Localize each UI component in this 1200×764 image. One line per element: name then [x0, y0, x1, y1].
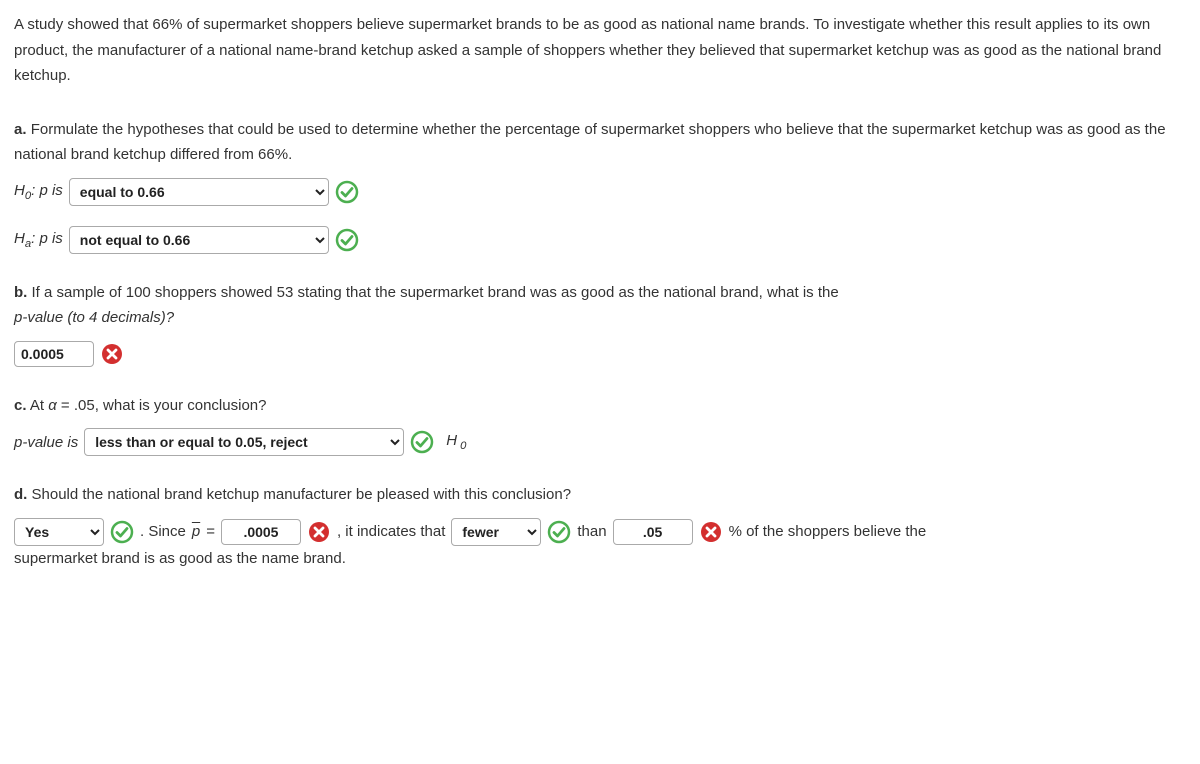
part-d-line2: supermarket brand is as good as the name… [14, 546, 1186, 572]
eq-text: = [206, 519, 215, 545]
part-c: c. At α = .05, what is your conclusion? … [14, 393, 1186, 457]
ha-select[interactable]: not equal to 0.66 [69, 226, 329, 254]
fewer-select[interactable]: fewer [451, 518, 541, 546]
h0-row: H0: p is equal to 0.66 [14, 178, 1186, 206]
conclusion-select[interactable]: less than or equal to 0.05, reject [84, 428, 404, 456]
part-d: d. Should the national brand ketchup man… [14, 482, 1186, 571]
part-b: b. If a sample of 100 shoppers showed 53… [14, 280, 1186, 367]
part-d-text: Should the national brand ketchup manufa… [32, 486, 572, 503]
part-a: a. Formulate the hypotheses that could b… [14, 117, 1186, 254]
h0-label: H0: p is [14, 178, 63, 206]
part-d-question: d. Should the national brand ketchup man… [14, 482, 1186, 508]
part-a-label: a. [14, 121, 27, 138]
ha-row: Ha: p is not equal to 0.66 [14, 226, 1186, 254]
pvalue-input[interactable] [14, 341, 94, 367]
correct-icon [335, 228, 359, 252]
part-b-text: If a sample of 100 shoppers showed 53 st… [32, 284, 839, 301]
part-c-label: c. [14, 397, 27, 414]
conclusion-row: p-value is less than or equal to 0.05, r… [14, 428, 1186, 456]
correct-icon [110, 520, 134, 544]
ha-label: Ha: p is [14, 226, 63, 254]
part-a-question: a. Formulate the hypotheses that could b… [14, 117, 1186, 168]
correct-icon [335, 180, 359, 204]
yes-select[interactable]: Yes [14, 518, 104, 546]
intro-paragraph: A study showed that 66% of supermarket s… [14, 12, 1186, 89]
part-c-question: c. At α = .05, what is your conclusion? [14, 393, 1186, 419]
since-text: . Since [140, 519, 186, 545]
pct-text: % of the shoppers believe the [729, 519, 927, 545]
part-b-text2: p-value (to 4 decimals)? [14, 305, 1186, 331]
pct-input[interactable] [613, 519, 693, 545]
part-b-question: b. If a sample of 100 shoppers showed 53… [14, 280, 1186, 306]
indicates-text: , it indicates that [337, 519, 445, 545]
pbar-input[interactable] [221, 519, 301, 545]
incorrect-icon [307, 520, 331, 544]
part-d-label: d. [14, 486, 27, 503]
than-text: than [577, 519, 606, 545]
correct-icon [547, 520, 571, 544]
incorrect-icon [699, 520, 723, 544]
pbar: p [192, 519, 200, 545]
pvalue-row [14, 341, 1186, 367]
part-d-answer-row: Yes . Since p = , it indicates that fewe… [14, 518, 1186, 546]
pvalue-is-label: p-value is [14, 430, 78, 456]
correct-icon [410, 430, 434, 454]
h0-select[interactable]: equal to 0.66 [69, 178, 329, 206]
incorrect-icon [100, 342, 124, 366]
part-b-label: b. [14, 284, 27, 301]
h0-symbol: H 0 [446, 428, 466, 456]
part-a-text: Formulate the hypotheses that could be u… [14, 121, 1166, 164]
